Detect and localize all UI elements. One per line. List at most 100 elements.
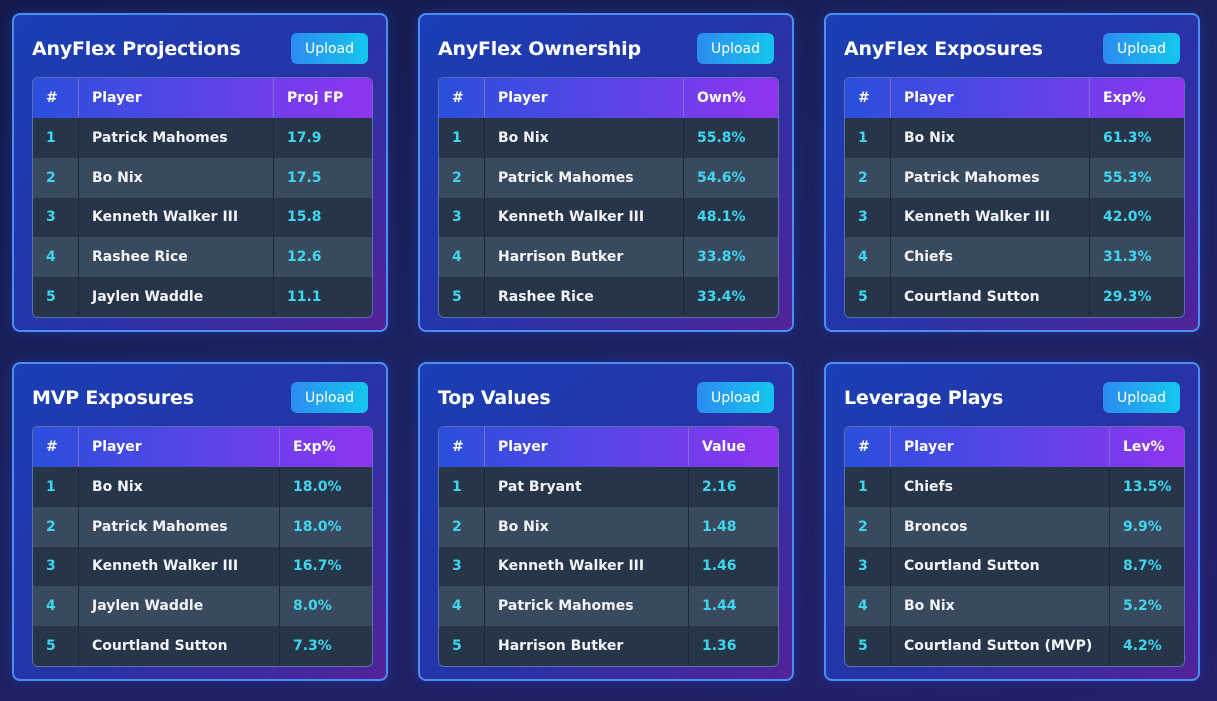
table-header: # Player Value: [439, 427, 778, 467]
upload-button[interactable]: Upload: [291, 382, 368, 413]
table-row[interactable]: 3 Kenneth Walker III 1.46: [439, 546, 778, 587]
header-value[interactable]: Proj FP: [287, 90, 344, 106]
player-cell: Patrick Mahomes: [485, 157, 684, 198]
header-value[interactable]: Value: [702, 439, 746, 455]
ranking-table: # Player Value 1 Pat Bryant 2.16 2 Bo Ni…: [438, 426, 779, 667]
value-cell: 5.2%: [1123, 598, 1162, 615]
rank-cell: 1: [33, 467, 79, 507]
header-rank[interactable]: #: [845, 427, 891, 467]
table-row[interactable]: 4 Bo Nix 5.2%: [845, 586, 1184, 627]
rank-cell: 2: [439, 157, 485, 198]
header-rank[interactable]: #: [439, 427, 485, 467]
table-row[interactable]: 1 Patrick Mahomes 17.9: [33, 118, 372, 158]
table-row[interactable]: 3 Kenneth Walker III 16.7%: [33, 546, 372, 587]
panel-anyflex-projections: AnyFlex Projections Upload # Player Proj …: [12, 13, 388, 332]
table-row[interactable]: 5 Courtland Sutton (MVP) 4.2%: [845, 626, 1184, 666]
header-player[interactable]: Player: [891, 78, 1090, 118]
value-cell: 11.1: [287, 289, 322, 306]
table-row[interactable]: 3 Kenneth Walker III 48.1%: [439, 197, 778, 238]
ranking-table: # Player Lev% 1 Chiefs 13.5% 2 Broncos 9…: [844, 426, 1185, 667]
player-cell: Courtland Sutton: [891, 277, 1090, 317]
table-row[interactable]: 5 Jaylen Waddle 11.1: [33, 277, 372, 317]
player-cell: Kenneth Walker III: [79, 197, 274, 238]
player-cell: Courtland Sutton: [79, 626, 280, 666]
header-player[interactable]: Player: [891, 427, 1110, 467]
table-row[interactable]: 5 Rashee Rice 33.4%: [439, 277, 778, 317]
upload-button[interactable]: Upload: [697, 382, 774, 413]
value-cell: 16.7%: [293, 558, 342, 575]
player-cell: Harrison Butker: [485, 237, 684, 278]
rank-cell: 5: [439, 626, 485, 666]
value-cell: 1.48: [702, 518, 737, 535]
table-row[interactable]: 4 Harrison Butker 33.8%: [439, 237, 778, 278]
header-rank[interactable]: #: [845, 78, 891, 118]
rank-cell: 1: [439, 467, 485, 507]
value-cell: 15.8: [287, 209, 322, 226]
value-cell: 9.9%: [1123, 518, 1162, 535]
header-rank[interactable]: #: [439, 78, 485, 118]
player-cell: Bo Nix: [79, 467, 280, 507]
player-cell: Kenneth Walker III: [485, 197, 684, 238]
table-row[interactable]: 4 Rashee Rice 12.6: [33, 237, 372, 278]
player-cell: Bo Nix: [485, 118, 684, 158]
table-row[interactable]: 1 Chiefs 13.5%: [845, 467, 1184, 507]
table-row[interactable]: 2 Bo Nix 17.5: [33, 157, 372, 198]
rank-cell: 1: [439, 118, 485, 158]
player-cell: Pat Bryant: [485, 467, 689, 507]
table-row[interactable]: 1 Bo Nix 55.8%: [439, 118, 778, 158]
panel-title: AnyFlex Exposures: [844, 38, 1043, 60]
rank-cell: 4: [845, 586, 891, 627]
player-cell: Courtland Sutton: [891, 546, 1110, 587]
table-row[interactable]: 2 Patrick Mahomes 18.0%: [33, 506, 372, 547]
table-header: # Player Exp%: [845, 78, 1184, 118]
table-row[interactable]: 2 Patrick Mahomes 54.6%: [439, 157, 778, 198]
table-header: # Player Lev%: [845, 427, 1184, 467]
table-row[interactable]: 1 Bo Nix 18.0%: [33, 467, 372, 507]
table-row[interactable]: 2 Bo Nix 1.48: [439, 506, 778, 547]
upload-button[interactable]: Upload: [291, 33, 368, 64]
player-cell: Chiefs: [891, 467, 1110, 507]
header-player[interactable]: Player: [79, 427, 280, 467]
table-row[interactable]: 1 Pat Bryant 2.16: [439, 467, 778, 507]
rank-cell: 2: [33, 506, 79, 547]
rank-cell: 1: [33, 118, 79, 158]
header-value[interactable]: Lev%: [1123, 439, 1165, 455]
upload-button[interactable]: Upload: [697, 33, 774, 64]
table-row[interactable]: 3 Kenneth Walker III 15.8: [33, 197, 372, 238]
player-cell: Bo Nix: [485, 506, 689, 547]
header-player[interactable]: Player: [485, 78, 684, 118]
table-row[interactable]: 4 Chiefs 31.3%: [845, 237, 1184, 278]
table-row[interactable]: 4 Patrick Mahomes 1.44: [439, 586, 778, 627]
table-row[interactable]: 2 Patrick Mahomes 55.3%: [845, 157, 1184, 198]
header-value[interactable]: Own%: [697, 90, 746, 106]
table-row[interactable]: 5 Courtland Sutton 29.3%: [845, 277, 1184, 317]
table-row[interactable]: 4 Jaylen Waddle 8.0%: [33, 586, 372, 627]
rank-cell: 2: [439, 506, 485, 547]
header-value[interactable]: Exp%: [1103, 90, 1146, 106]
player-cell: Jaylen Waddle: [79, 277, 274, 317]
value-cell: 8.7%: [1123, 558, 1162, 575]
ranking-table: # Player Exp% 1 Bo Nix 61.3% 2 Patrick M…: [844, 77, 1185, 318]
player-cell: Kenneth Walker III: [891, 197, 1090, 238]
upload-button[interactable]: Upload: [1103, 382, 1180, 413]
table-row[interactable]: 3 Kenneth Walker III 42.0%: [845, 197, 1184, 238]
rank-cell: 3: [845, 546, 891, 587]
value-cell: 48.1%: [697, 209, 746, 226]
rank-cell: 5: [845, 277, 891, 317]
table-row[interactable]: 5 Harrison Butker 1.36: [439, 626, 778, 666]
header-rank[interactable]: #: [33, 427, 79, 467]
player-cell: Broncos: [891, 506, 1110, 547]
player-cell: Patrick Mahomes: [891, 157, 1090, 198]
value-cell: 1.44: [702, 598, 737, 615]
table-row[interactable]: 2 Broncos 9.9%: [845, 506, 1184, 547]
value-cell: 55.3%: [1103, 169, 1152, 186]
upload-button[interactable]: Upload: [1103, 33, 1180, 64]
player-cell: Patrick Mahomes: [79, 506, 280, 547]
header-value[interactable]: Exp%: [293, 439, 336, 455]
header-rank[interactable]: #: [33, 78, 79, 118]
table-row[interactable]: 1 Bo Nix 61.3%: [845, 118, 1184, 158]
table-row[interactable]: 5 Courtland Sutton 7.3%: [33, 626, 372, 666]
header-player[interactable]: Player: [79, 78, 274, 118]
header-player[interactable]: Player: [485, 427, 689, 467]
table-row[interactable]: 3 Courtland Sutton 8.7%: [845, 546, 1184, 587]
